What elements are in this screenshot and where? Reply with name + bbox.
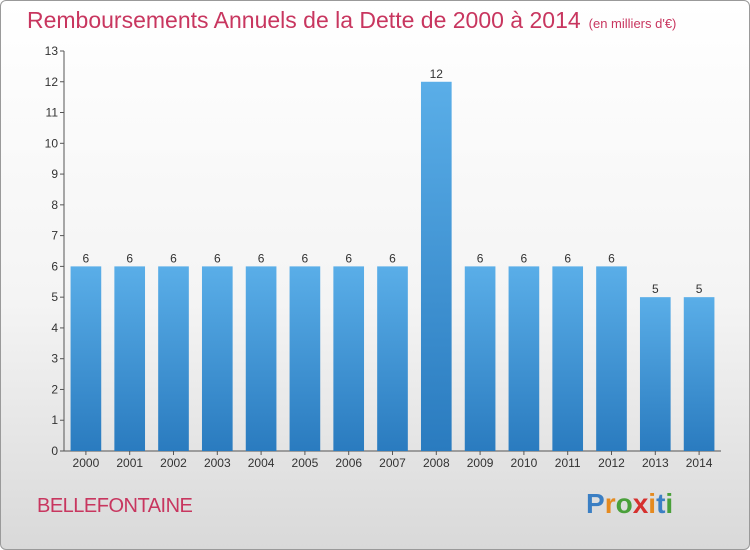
data-label: 12 [430,67,444,81]
bar-2008 [420,81,452,452]
data-label: 6 [608,251,615,265]
y-tick-label: 9 [51,167,58,181]
bar-2007 [377,266,408,451]
bar-2003 [201,266,233,451]
bar-2005 [289,266,321,451]
data-label: 6 [214,251,221,265]
logo-letter: x [632,488,649,519]
data-label: 6 [170,251,177,265]
chart-title-text: Remboursements Annuels de la Dette de 20… [27,7,581,33]
bar-2010 [508,266,540,451]
bar-2014 [683,297,715,451]
data-label: 6 [83,251,90,265]
x-tick-label: 2010 [511,456,538,470]
bar-2012 [596,266,627,451]
bars: 6 6 6 6 6 6 6 6 12 6 6 6 6 5 5 [70,67,715,452]
bar-2000 [70,266,102,451]
y-tick-label: 2 [51,382,58,396]
chart-unit: (en milliers d'€) [588,16,677,31]
data-label: 5 [696,282,703,296]
x-tick-label: 2014 [686,456,713,470]
logo-letter: i [665,488,674,519]
logo-letter: i [648,488,657,519]
bar-2013 [639,297,671,451]
y-tick-label: 8 [51,198,58,212]
x-tick-label: 2008 [423,456,450,470]
y-tick-label: 4 [51,321,58,335]
data-label: 6 [302,251,309,265]
x-tick-label: 2000 [73,456,100,470]
logo-letter: r [604,488,616,519]
data-label: 6 [477,251,484,265]
y-tick-label: 5 [51,290,58,304]
bar-2001 [114,266,146,451]
data-label: 6 [389,251,396,265]
y-tick-label: 11 [46,106,59,120]
data-label: 6 [345,251,352,265]
y-tick-label: 10 [45,136,59,150]
logo-letter: o [615,488,633,519]
logo-letter: P [586,488,605,519]
x-tick-label: 2003 [204,456,231,470]
x-tick-label: 2012 [598,456,625,470]
x-tick-label: 2004 [248,456,275,470]
x-tick-label: 2009 [467,456,494,470]
data-label: 6 [521,251,528,265]
data-label: 6 [258,251,265,265]
data-label: 5 [652,282,659,296]
bar-2009 [464,266,496,451]
x-tick-label: 2006 [335,456,362,470]
x-tick-label: 2001 [116,456,143,470]
y-tick-label: 7 [51,229,58,243]
x-tick-label: 2005 [292,456,319,470]
logo-letter: t [656,488,666,519]
bar-2011 [552,266,584,451]
data-label: 6 [126,251,133,265]
x-tick-label: 2007 [379,456,406,470]
y-tick-label: 13 [45,44,59,58]
x-axis: 2000 2001 2002 2003 2004 2005 2006 2007 2008 2009… [64,450,721,470]
proxiti-logo: Proxiti [586,488,673,520]
y-tick-label: 0 [51,444,58,458]
bar-2006 [333,266,365,451]
x-tick-label: 2013 [642,456,669,470]
x-tick-label: 2011 [555,456,581,470]
bar-2004 [245,266,277,451]
x-tick-label: 2002 [160,456,187,470]
y-tick-label: 1 [51,413,58,427]
bar-2002 [158,266,189,451]
y-tick-label: 12 [45,75,59,89]
chart-title: Remboursements Annuels de la Dette de 20… [27,7,676,34]
y-tick-label: 6 [51,259,58,273]
y-tick-label: 3 [51,352,58,366]
data-label: 6 [564,251,571,265]
commune-name: BELLEFONTAINE [37,495,193,517]
